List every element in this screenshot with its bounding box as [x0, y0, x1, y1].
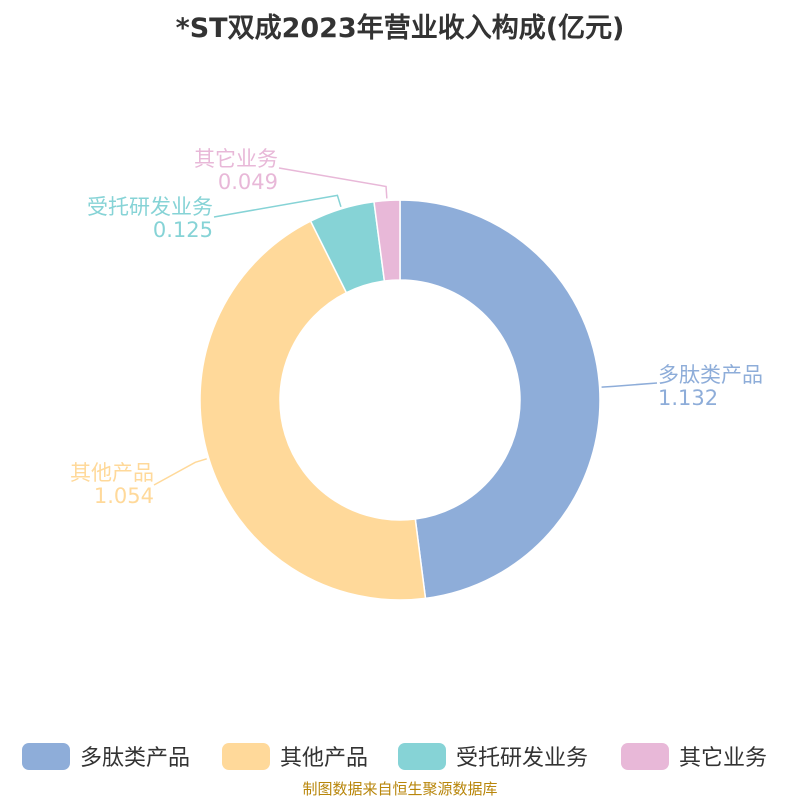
- legend-item-1[interactable]: 其他产品: [222, 736, 368, 776]
- slice-value-label-1: 1.054: [94, 484, 154, 508]
- legend-item-3[interactable]: 其它业务: [621, 736, 767, 776]
- source-note: 制图数据来自恒生聚源数据库: [302, 780, 498, 798]
- slice-0[interactable]: [399, 199, 601, 600]
- leader-line-2: [213, 194, 342, 218]
- legend-label: 其它业务: [679, 746, 768, 771]
- slice-value-label-3: 0.049: [218, 170, 278, 194]
- legend-item-2[interactable]: 受托研发业务: [398, 736, 588, 776]
- legend-label: 多肽类产品: [80, 746, 191, 771]
- slice-name-label-2: 受托研发业务: [87, 195, 213, 219]
- slice-name-label-0: 多肽类产品: [658, 363, 763, 387]
- legend-item-0[interactable]: 多肽类产品: [22, 736, 190, 776]
- legend-swatch: [621, 742, 669, 770]
- slice-name-label-3: 其它业务: [194, 147, 278, 171]
- chart-legend: 多肽类产品 其他产品 受托研发业务 其它业务: [0, 736, 800, 776]
- legend-swatch: [222, 742, 270, 770]
- legend-swatch: [22, 742, 70, 770]
- chart-title: *ST双成2023年营业收入构成(亿元): [175, 13, 625, 44]
- leader-line-1: [153, 458, 207, 486]
- slice-value-label-2: 0.125: [153, 218, 213, 242]
- legend-swatch: [398, 742, 446, 770]
- slice-value-label-0: 1.132: [658, 386, 718, 410]
- slice-1[interactable]: [199, 220, 427, 601]
- leader-line-0: [601, 382, 658, 388]
- legend-label: 受托研发业务: [456, 746, 589, 771]
- slice-3[interactable]: [373, 199, 401, 282]
- legend-label: 其他产品: [280, 746, 369, 771]
- slice-name-label-1: 其他产品: [70, 461, 154, 485]
- leader-line-3: [278, 167, 388, 199]
